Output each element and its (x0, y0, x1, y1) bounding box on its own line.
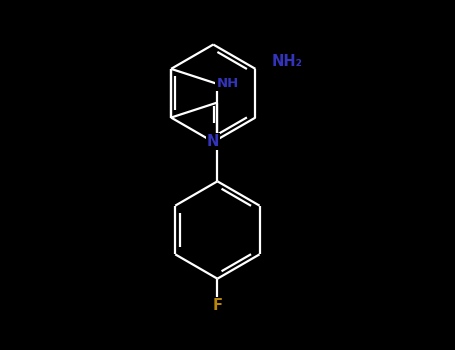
Text: F: F (212, 298, 222, 313)
Text: NH₂: NH₂ (271, 54, 303, 69)
Text: N: N (207, 134, 219, 149)
Text: NH: NH (216, 77, 238, 90)
